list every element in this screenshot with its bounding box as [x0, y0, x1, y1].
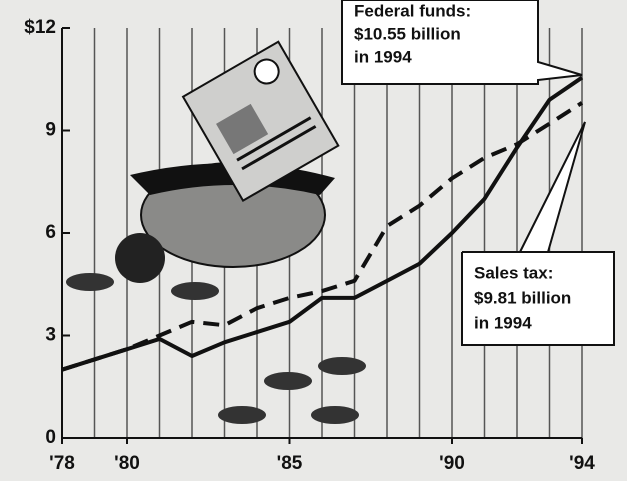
annotation: $9.81 billion: [474, 288, 571, 307]
x-tick-label: '90: [439, 453, 465, 474]
x-tick-label: '94: [569, 453, 595, 474]
y-tick-label: 3: [45, 325, 56, 346]
page: {"chart_data": {"type": "line", "x": [19…: [0, 0, 627, 481]
x-tick-label: '78: [49, 453, 75, 474]
x-tick-label: '85: [277, 453, 303, 474]
annotation: Federal funds:: [354, 1, 471, 20]
annotation: in 1994: [354, 47, 412, 66]
chart: Federal funds: $10.55 billion in 1994 Sa…: [0, 0, 627, 481]
annotation: $10.55 billion: [354, 24, 461, 43]
x-tick-label: '80: [114, 453, 140, 474]
y-tick-label: 0: [45, 427, 56, 448]
y-tick-label: 6: [45, 222, 56, 243]
annotation: in 1994: [474, 313, 532, 332]
annotation: Sales tax:: [474, 263, 553, 282]
y-tick-label: $12: [24, 17, 56, 38]
y-tick-label: 9: [45, 120, 56, 141]
